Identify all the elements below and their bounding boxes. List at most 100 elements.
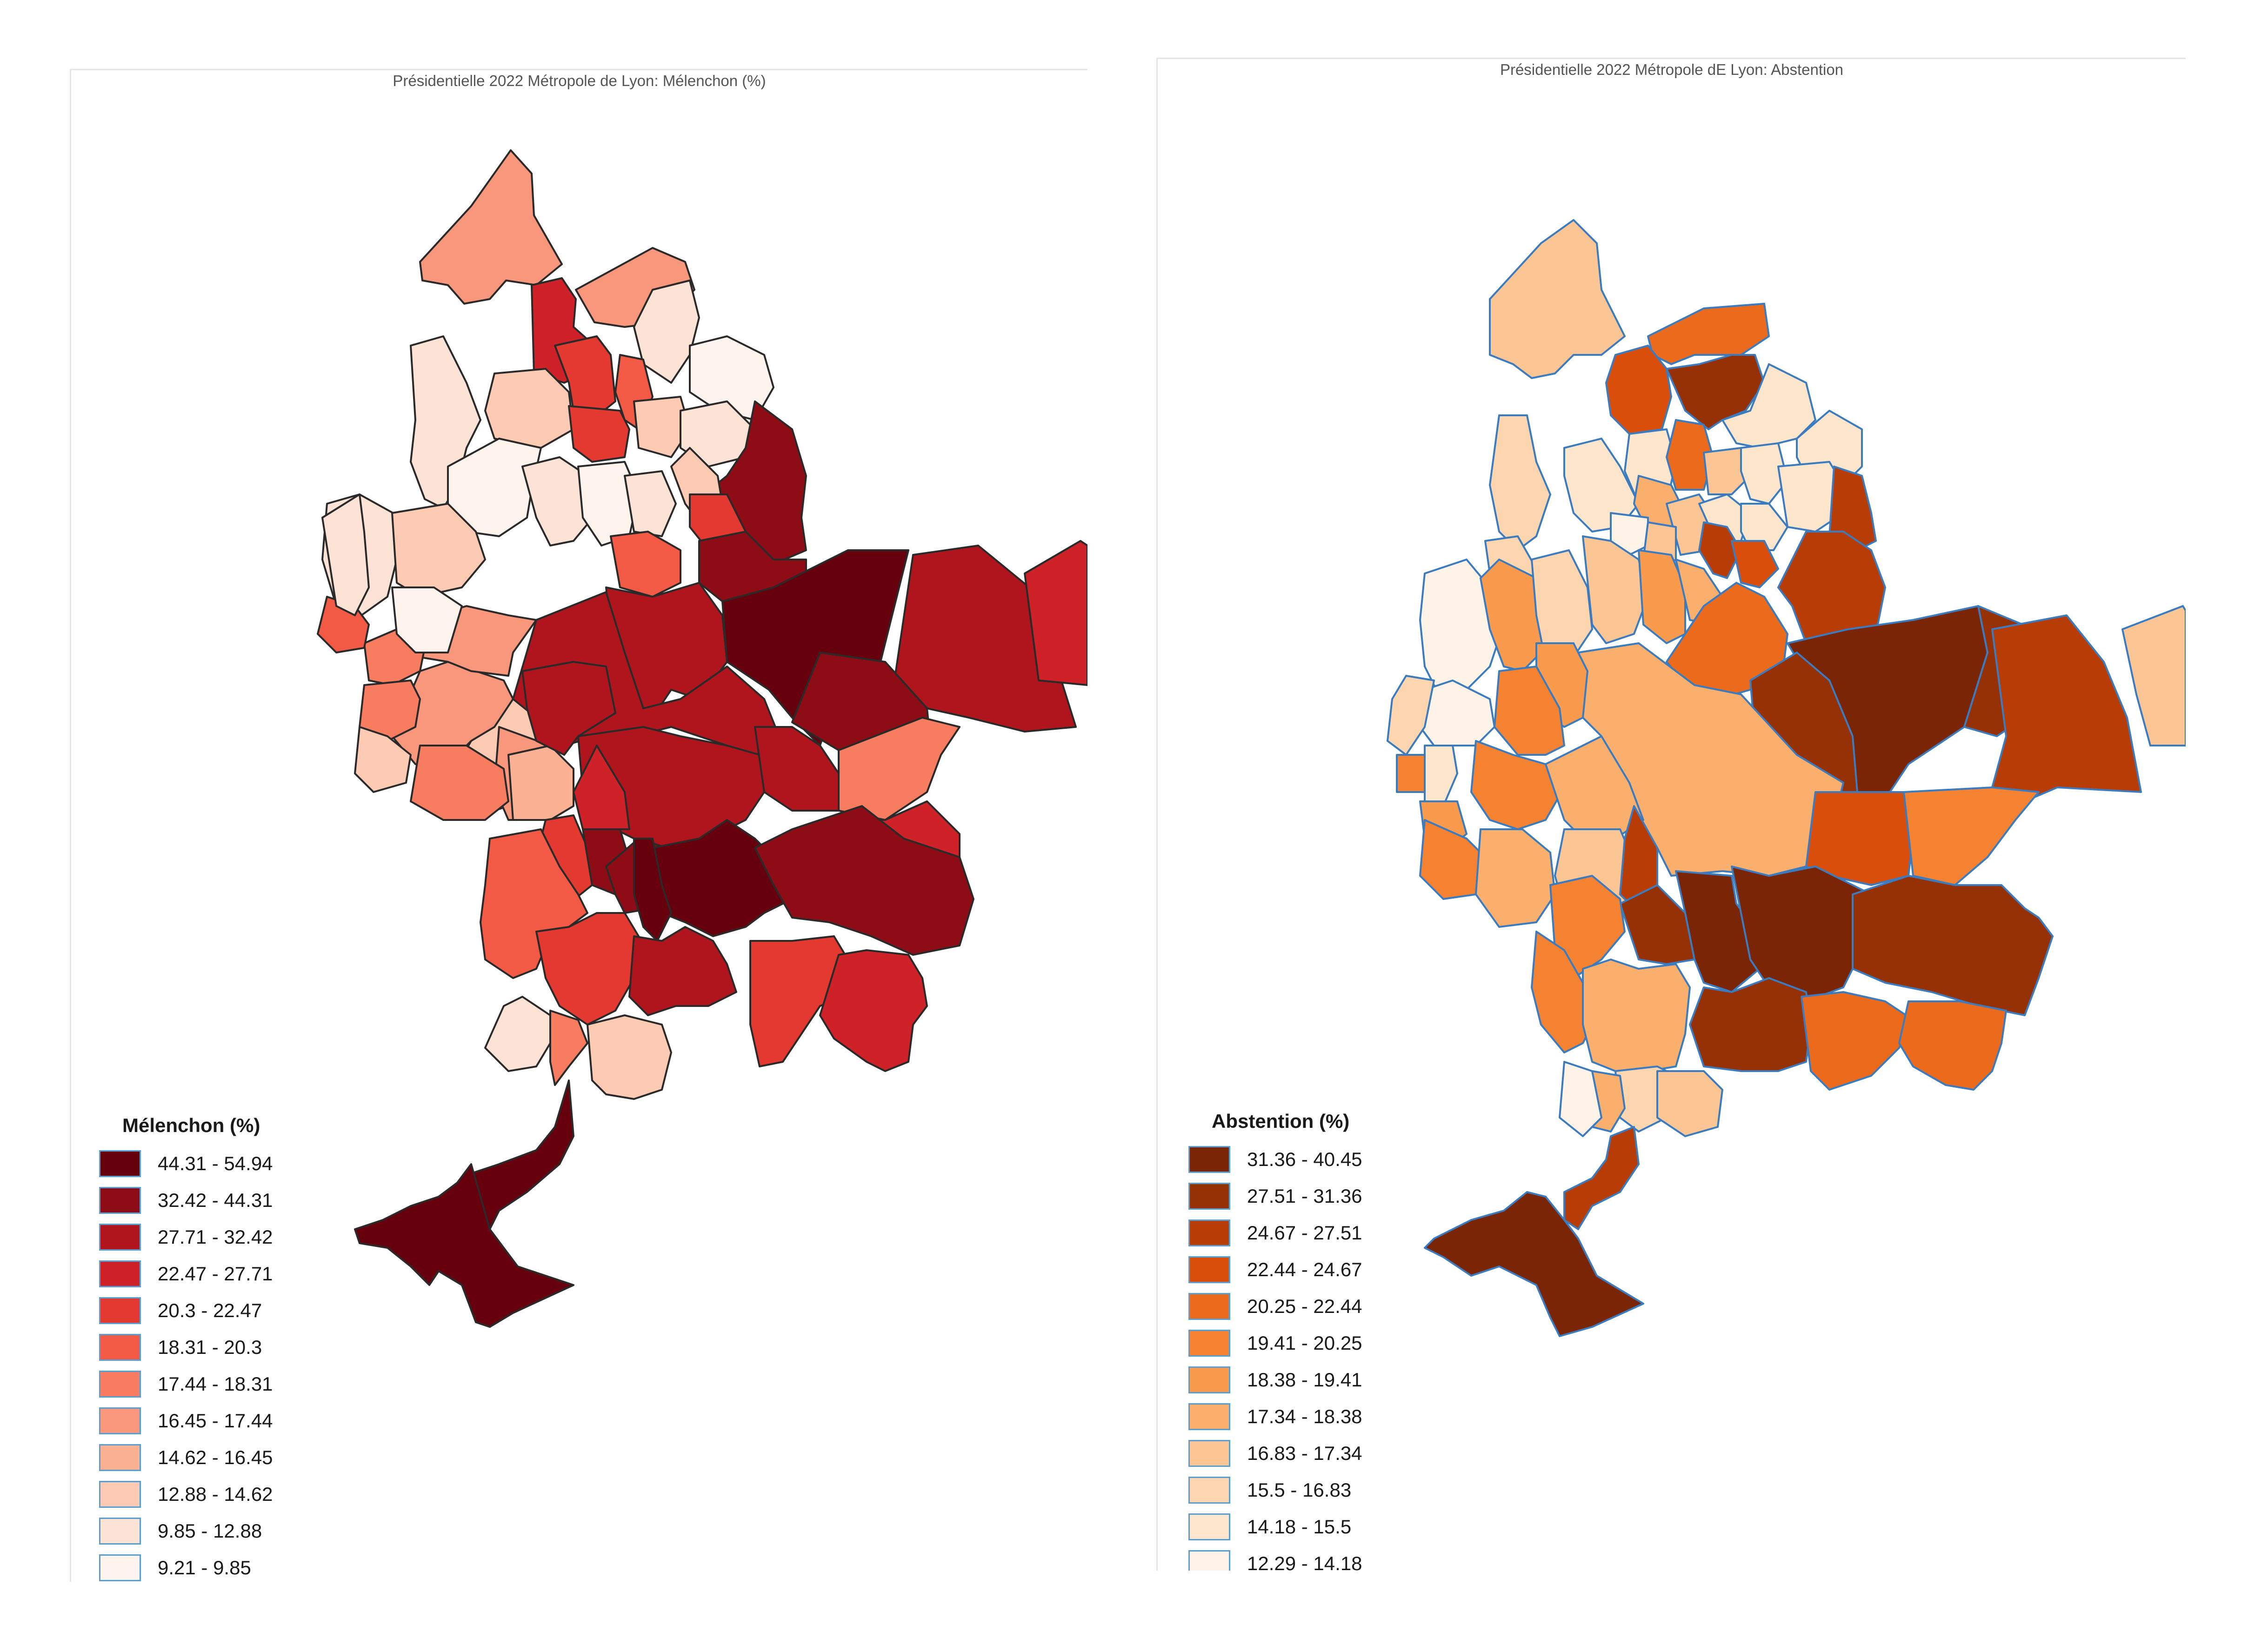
commune-region <box>1424 745 1458 807</box>
legend-item: 27.51 - 31.36 <box>1188 1178 1362 1214</box>
legend-swatch <box>99 1407 141 1434</box>
legend-swatch <box>99 1150 141 1177</box>
legend-swatch <box>1188 1403 1230 1430</box>
commune-region <box>1666 419 1714 491</box>
legend-label: 17.44 - 18.31 <box>158 1372 273 1395</box>
legend-item: 19.41 - 20.25 <box>1188 1325 1362 1361</box>
legend-swatch <box>1188 1513 1230 1540</box>
legend-item: 20.3 - 22.47 <box>99 1292 273 1329</box>
legend-swatch <box>1188 1439 1230 1467</box>
legend-item: 14.62 - 16.45 <box>99 1439 273 1476</box>
legend-label: 15.5 - 16.83 <box>1247 1479 1352 1501</box>
commune-region <box>1387 675 1435 756</box>
legend-item: 17.44 - 18.31 <box>99 1366 273 1402</box>
commune-region <box>1689 977 1812 1072</box>
legend-label: 22.47 - 27.71 <box>158 1262 273 1285</box>
legend-swatch <box>99 1517 141 1545</box>
commune-region <box>484 996 551 1072</box>
commune-region <box>521 661 616 756</box>
commune-region <box>470 1079 574 1230</box>
commune-region <box>1470 740 1565 830</box>
legend-item: 15.5 - 16.83 <box>1188 1472 1362 1508</box>
commune-region <box>419 149 563 305</box>
legend-item: 18.31 - 20.3 <box>99 1329 273 1366</box>
commune-region <box>391 586 463 653</box>
commune-region <box>1731 866 1872 1002</box>
commune-region <box>1898 1000 2007 1091</box>
legend-label: 9.85 - 12.88 <box>158 1519 262 1542</box>
commune-region <box>610 531 681 598</box>
commune-region <box>1801 991 1914 1091</box>
legend-item: 18.38 - 19.41 <box>1188 1361 1362 1398</box>
commune-region <box>521 456 598 546</box>
commune-region <box>1903 786 2040 886</box>
melenchon-choropleth <box>317 149 1087 1328</box>
legend-swatch <box>1188 1550 1230 1571</box>
legend-swatch <box>99 1333 141 1361</box>
legend-item: 32.42 - 44.31 <box>99 1182 273 1219</box>
commune-region <box>633 280 700 384</box>
commune-region <box>1531 931 1593 1053</box>
commune-region <box>1494 666 1565 756</box>
legend-label: 20.3 - 22.47 <box>158 1299 262 1321</box>
legend-label: 18.31 - 20.3 <box>158 1336 262 1358</box>
legend-label: 24.67 - 27.51 <box>1247 1221 1362 1244</box>
legend-label: 14.18 - 15.5 <box>1247 1515 1352 1538</box>
commune-region <box>549 1010 588 1086</box>
commune-region <box>354 726 412 793</box>
legend-swatch <box>1188 1366 1230 1393</box>
legend-label: 19.41 - 20.25 <box>1247 1332 1362 1354</box>
legend-label: 32.42 - 44.31 <box>158 1189 273 1211</box>
melenchon-legend: Mélenchon (%) 44.31 - 54.94 32.42 - 44.31… <box>99 1114 273 1582</box>
commune-region <box>1582 535 1649 644</box>
map-title: Présidentielle 2022 Métropole de Lyon: M… <box>393 72 766 89</box>
commune-region <box>1024 540 1087 686</box>
commune-region <box>1489 219 1626 379</box>
commune-region <box>628 926 737 1016</box>
commune-region <box>1656 1070 1723 1137</box>
legend-swatch <box>99 1480 141 1508</box>
legend-item: 22.44 - 24.67 <box>1188 1251 1362 1288</box>
legend-label: 12.29 - 14.18 <box>1247 1552 1362 1571</box>
legend-label: 14.62 - 16.45 <box>158 1446 273 1468</box>
legend-label: 17.34 - 18.38 <box>1247 1405 1362 1427</box>
legend-label: 27.71 - 32.42 <box>158 1226 273 1248</box>
legend-swatch <box>99 1186 141 1214</box>
legend-item: 31.36 - 40.45 <box>1188 1141 1362 1178</box>
commune-region <box>391 503 486 598</box>
legend-title: Abstention (%) <box>1212 1110 1350 1132</box>
commune-region <box>321 493 370 616</box>
legend-item: 16.45 - 17.44 <box>99 1402 273 1439</box>
legend-swatch <box>99 1223 141 1251</box>
commune-region <box>1721 363 1816 449</box>
commune-region <box>354 1163 574 1328</box>
commune-region <box>1489 414 1551 551</box>
legend-swatch <box>1188 1146 1230 1173</box>
commune-region <box>1675 870 1765 993</box>
legend-swatch <box>1188 1292 1230 1320</box>
legend-label: 22.44 - 24.67 <box>1247 1258 1362 1280</box>
commune-region <box>1698 521 1742 579</box>
legend-swatch <box>99 1370 141 1398</box>
commune-region <box>1852 875 2054 1016</box>
legend-item: 22.47 - 27.71 <box>99 1255 273 1292</box>
legend-label: 44.31 - 54.94 <box>158 1152 273 1174</box>
legend-item: 9.21 - 9.85 <box>99 1549 273 1582</box>
legend-label: 20.25 - 22.44 <box>1247 1295 1362 1317</box>
legend-swatch <box>1188 1219 1230 1246</box>
commune-region <box>624 470 677 537</box>
legend-label: 18.38 - 19.41 <box>1247 1368 1362 1391</box>
legend-item: 24.67 - 27.51 <box>1188 1214 1362 1251</box>
map-title: Présidentielle 2022 Métropole dE Lyon: A… <box>1500 61 1844 78</box>
commune-region <box>507 745 574 821</box>
commune-region <box>1582 959 1691 1072</box>
commune-region <box>587 1014 672 1100</box>
abstention-choropleth <box>1387 219 2186 1337</box>
legend-swatch <box>99 1444 141 1471</box>
legend-swatch <box>1188 1329 1230 1357</box>
commune-region <box>1424 1191 1644 1337</box>
legend-item: 44.31 - 54.94 <box>99 1145 273 1182</box>
legend-label: 27.51 - 31.36 <box>1247 1185 1362 1207</box>
legend-label: 9.21 - 9.85 <box>158 1556 251 1579</box>
legend-item: 14.18 - 15.5 <box>1188 1508 1362 1545</box>
